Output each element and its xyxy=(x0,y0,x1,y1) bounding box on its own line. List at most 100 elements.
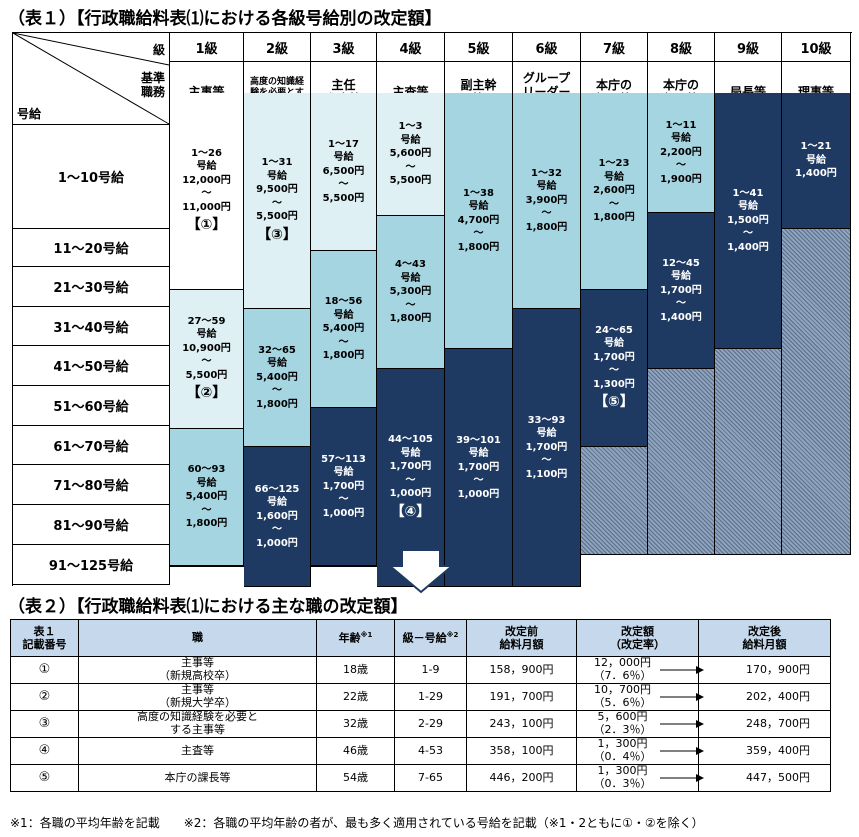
cell-amount: 1，300円 （0．4％） xyxy=(576,737,704,765)
col-grade-label: 級－号給 xyxy=(402,631,447,645)
grade-header-2: 2級 xyxy=(244,33,311,62)
na-hatched-area-4 xyxy=(648,369,715,555)
row-label-9: 81～90号給 xyxy=(13,505,170,545)
col-after: 改定後 給料月額 xyxy=(698,619,831,657)
col-age: 年齢※1 xyxy=(316,619,395,657)
row-label-3: 21～30号給 xyxy=(13,267,170,307)
table2-title: （表２）【行政職給料表⑴における主な職の改定額】 xyxy=(8,597,408,617)
cell-job: 高度の知識経験を必要と する主事等 xyxy=(78,710,317,738)
grade-block-19: 1～11 号給 2,200円 ～ 1,900円 xyxy=(648,93,715,213)
row-label-6: 51～60号給 xyxy=(13,386,170,426)
cell-before: 191，700円 xyxy=(466,683,577,711)
salary-grade-table: 級 基準 職務 号給 1級主事等2級高度の知識経験を必要とする主事等3級主任 主… xyxy=(12,32,852,587)
cell-no: ① xyxy=(10,656,79,684)
col-before: 改定前 給料月額 xyxy=(466,619,577,657)
grade-block-5: 32～65 号給 5,400円 ～ 1,800円 xyxy=(244,309,311,447)
amount-text: 1，300円 （0．4％） xyxy=(593,737,652,763)
grade-block-20: 12～45 号給 1,700円 ～ 1,400円 xyxy=(648,213,715,369)
cell-grade: 1-9 xyxy=(394,656,467,684)
grade-header-4: 4級 xyxy=(377,33,445,62)
na-hatched-area-3 xyxy=(581,447,648,555)
cell-after: 447，500円 xyxy=(698,764,831,792)
table2-header-row: 表１ 記載番号 職 年齢※1 級－号給※2 改定前 給料月額 改定額 （改定率）… xyxy=(10,619,831,657)
grade-header-7: 7級 xyxy=(581,33,648,62)
block-mark: 【③】 xyxy=(257,226,297,243)
cell-amount: 5，600円 （2．3％） xyxy=(576,710,704,738)
grade-block-9: 57～113 号給 1,700円 ～ 1,000円 xyxy=(311,408,377,566)
grade-block-15: 1～32 号給 3,900円 ～ 1,800円 xyxy=(513,93,581,309)
row-label-1: 1～10号給 xyxy=(13,125,170,229)
corner-diagonal xyxy=(13,33,170,125)
cell-after: 170，900円 xyxy=(698,656,831,684)
block-text: 32～65 号給 5,400円 ～ 1,800円 xyxy=(256,344,298,410)
cell-age: 32歳 xyxy=(316,710,395,738)
grade-block-3: 60～93 号給 5,400円 ～ 1,800円 xyxy=(170,429,244,566)
cell-job: 主事等 （新規高校卒） xyxy=(78,656,317,684)
block-text: 1～41 号給 1,500円 ～ 1,400円 xyxy=(727,187,769,253)
grade-header-9: 9級 xyxy=(715,33,782,62)
grade-block-6: 66～125 号給 1,600円 ～ 1,000円 xyxy=(244,447,311,587)
cell-after: 248，700円 xyxy=(698,710,831,738)
grade-block-22: 1～21 号給 1,400円 xyxy=(782,93,851,229)
down-arrow-icon xyxy=(388,549,454,594)
cell-job: 本庁の課長等 xyxy=(78,764,317,792)
main-jobs-table: 表１ 記載番号 職 年齢※1 級－号給※2 改定前 給料月額 改定額 （改定率）… xyxy=(10,619,831,792)
row-label-7: 61～70号給 xyxy=(13,426,170,465)
header-kyu-label: 級 xyxy=(152,43,165,57)
right-arrow-icon xyxy=(660,666,704,674)
block-text: 1～26 号給 12,000円 ～ 11,000円 xyxy=(182,147,231,213)
grade-block-10: 1～3 号給 5,600円 ～ 5,500円 xyxy=(377,93,445,216)
block-text: 1～31 号給 9,500円 ～ 5,500円 xyxy=(256,157,298,223)
row-label-10: 91～125号給 xyxy=(13,545,170,585)
block-text: 27～59 号給 10,900円 ～ 5,500円 xyxy=(182,315,231,381)
block-mark: 【①】 xyxy=(186,217,227,234)
grade-header-1: 1級 xyxy=(170,33,244,62)
block-text: 1～3 号給 5,600円 ～ 5,500円 xyxy=(389,121,432,187)
cell-no: ④ xyxy=(10,737,79,765)
cell-no: ③ xyxy=(10,710,79,738)
row-label-2: 11～20号給 xyxy=(13,229,170,267)
block-text: 1～38 号給 4,700円 ～ 1,800円 xyxy=(457,187,500,253)
right-arrow-icon xyxy=(660,720,704,728)
cell-age: 18歳 xyxy=(316,656,395,684)
header-kijun-label: 基準 職務 xyxy=(140,71,165,100)
grade-block-1: 1～26 号給 12,000円 ～ 11,000円【①】 xyxy=(170,93,244,290)
block-mark: 【⑤】 xyxy=(594,394,634,411)
cell-job: 主査等 xyxy=(78,737,317,765)
cell-grade: 4-53 xyxy=(394,737,467,765)
amount-text: 10，700円 （5．6％） xyxy=(593,683,652,709)
block-text: 33～93 号給 1,700円 ～ 1,100円 xyxy=(525,414,568,480)
block-text: 1～11 号給 2,200円 ～ 1,900円 xyxy=(660,119,702,185)
table-row: ④ 主査等 46歳 4-53 358，100円 1，300円 （0．4％） 359，400円 xyxy=(10,737,831,765)
cell-age: 46歳 xyxy=(316,737,395,765)
footnote-ref-1: ※1 xyxy=(360,631,373,640)
col-job: 職 xyxy=(78,619,317,657)
grade-block-16: 33～93 号給 1,700円 ～ 1,100円 xyxy=(513,309,581,587)
na-hatched-area-1 xyxy=(170,566,244,567)
table-row: ③ 高度の知識経験を必要と する主事等 32歳 2-29 243，100円 5，600円 … xyxy=(10,710,831,738)
row-label-4: 31～40号給 xyxy=(13,307,170,346)
block-text: 1～32 号給 3,900円 ～ 1,800円 xyxy=(525,167,568,233)
block-text: 18～56 号給 5,400円 ～ 1,800円 xyxy=(322,296,365,362)
table-row: ⑤ 本庁の課長等 54歳 7-65 446，200円 1，300円 （0．3％） 447，5… xyxy=(10,764,831,792)
grade-header-6: 6級 xyxy=(513,33,581,62)
block-text: 24～65 号給 1,700円 ～ 1,300円 xyxy=(593,324,635,390)
col-age-label: 年齢 xyxy=(338,631,361,645)
grade-header-8: 8級 xyxy=(648,33,715,62)
block-text: 60～93 号給 5,400円 ～ 1,800円 xyxy=(185,464,228,530)
grade-block-18: 24～65 号給 1,700円 ～ 1,300円【⑤】 xyxy=(581,290,648,447)
cell-no: ⑤ xyxy=(10,764,79,792)
cell-age: 54歳 xyxy=(316,764,395,792)
grade-header-10: 10級 xyxy=(782,33,851,62)
cell-job: 主事等 （新規大学卒） xyxy=(78,683,317,711)
cell-after: 359，400円 xyxy=(698,737,831,765)
table-row: ① 主事等 （新規高校卒） 18歳 1-9 158，900円 12，000円 （7．6％）… xyxy=(10,656,831,684)
grade-block-11: 4～43 号給 5,300円 ～ 1,800円 xyxy=(377,216,445,369)
col-amount: 改定額 （改定率） xyxy=(576,619,699,657)
block-text: 1～23 号給 2,600円 ～ 1,800円 xyxy=(593,158,635,224)
na-hatched-area-2 xyxy=(311,566,377,567)
block-text: 1～17 号給 6,500円 ～ 5,500円 xyxy=(322,138,365,204)
block-text: 44～105 号給 1,700円 ～ 1,000円 xyxy=(388,434,433,500)
right-arrow-icon xyxy=(660,774,704,782)
block-text: 66～125 号給 1,600円 ～ 1,000円 xyxy=(254,483,300,549)
